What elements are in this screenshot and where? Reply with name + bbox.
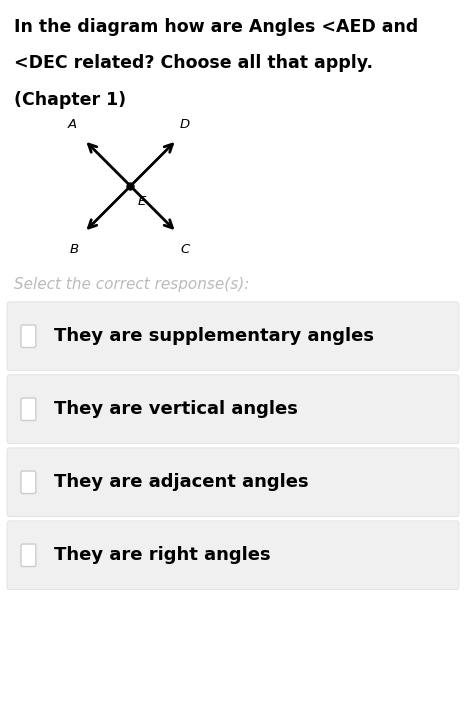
- FancyBboxPatch shape: [21, 544, 36, 567]
- FancyBboxPatch shape: [7, 375, 459, 444]
- Text: B: B: [69, 243, 79, 256]
- Text: C: C: [180, 243, 190, 256]
- Text: A: A: [68, 118, 77, 131]
- FancyBboxPatch shape: [21, 398, 36, 420]
- Text: Select the correct response(s):: Select the correct response(s):: [14, 277, 249, 292]
- Text: They are right angles: They are right angles: [54, 546, 270, 564]
- FancyBboxPatch shape: [21, 471, 36, 494]
- FancyBboxPatch shape: [7, 448, 459, 517]
- Text: E: E: [138, 195, 146, 208]
- Text: They are adjacent angles: They are adjacent angles: [54, 473, 308, 491]
- FancyBboxPatch shape: [21, 325, 36, 347]
- Text: They are vertical angles: They are vertical angles: [54, 400, 297, 418]
- Text: (Chapter 1): (Chapter 1): [14, 91, 126, 109]
- FancyBboxPatch shape: [7, 302, 459, 371]
- FancyBboxPatch shape: [7, 521, 459, 590]
- Text: In the diagram how are Angles <AED and: In the diagram how are Angles <AED and: [14, 18, 418, 36]
- Text: <DEC related? Choose all that apply.: <DEC related? Choose all that apply.: [14, 54, 373, 72]
- Text: They are supplementary angles: They are supplementary angles: [54, 327, 374, 345]
- Text: D: D: [180, 118, 190, 131]
